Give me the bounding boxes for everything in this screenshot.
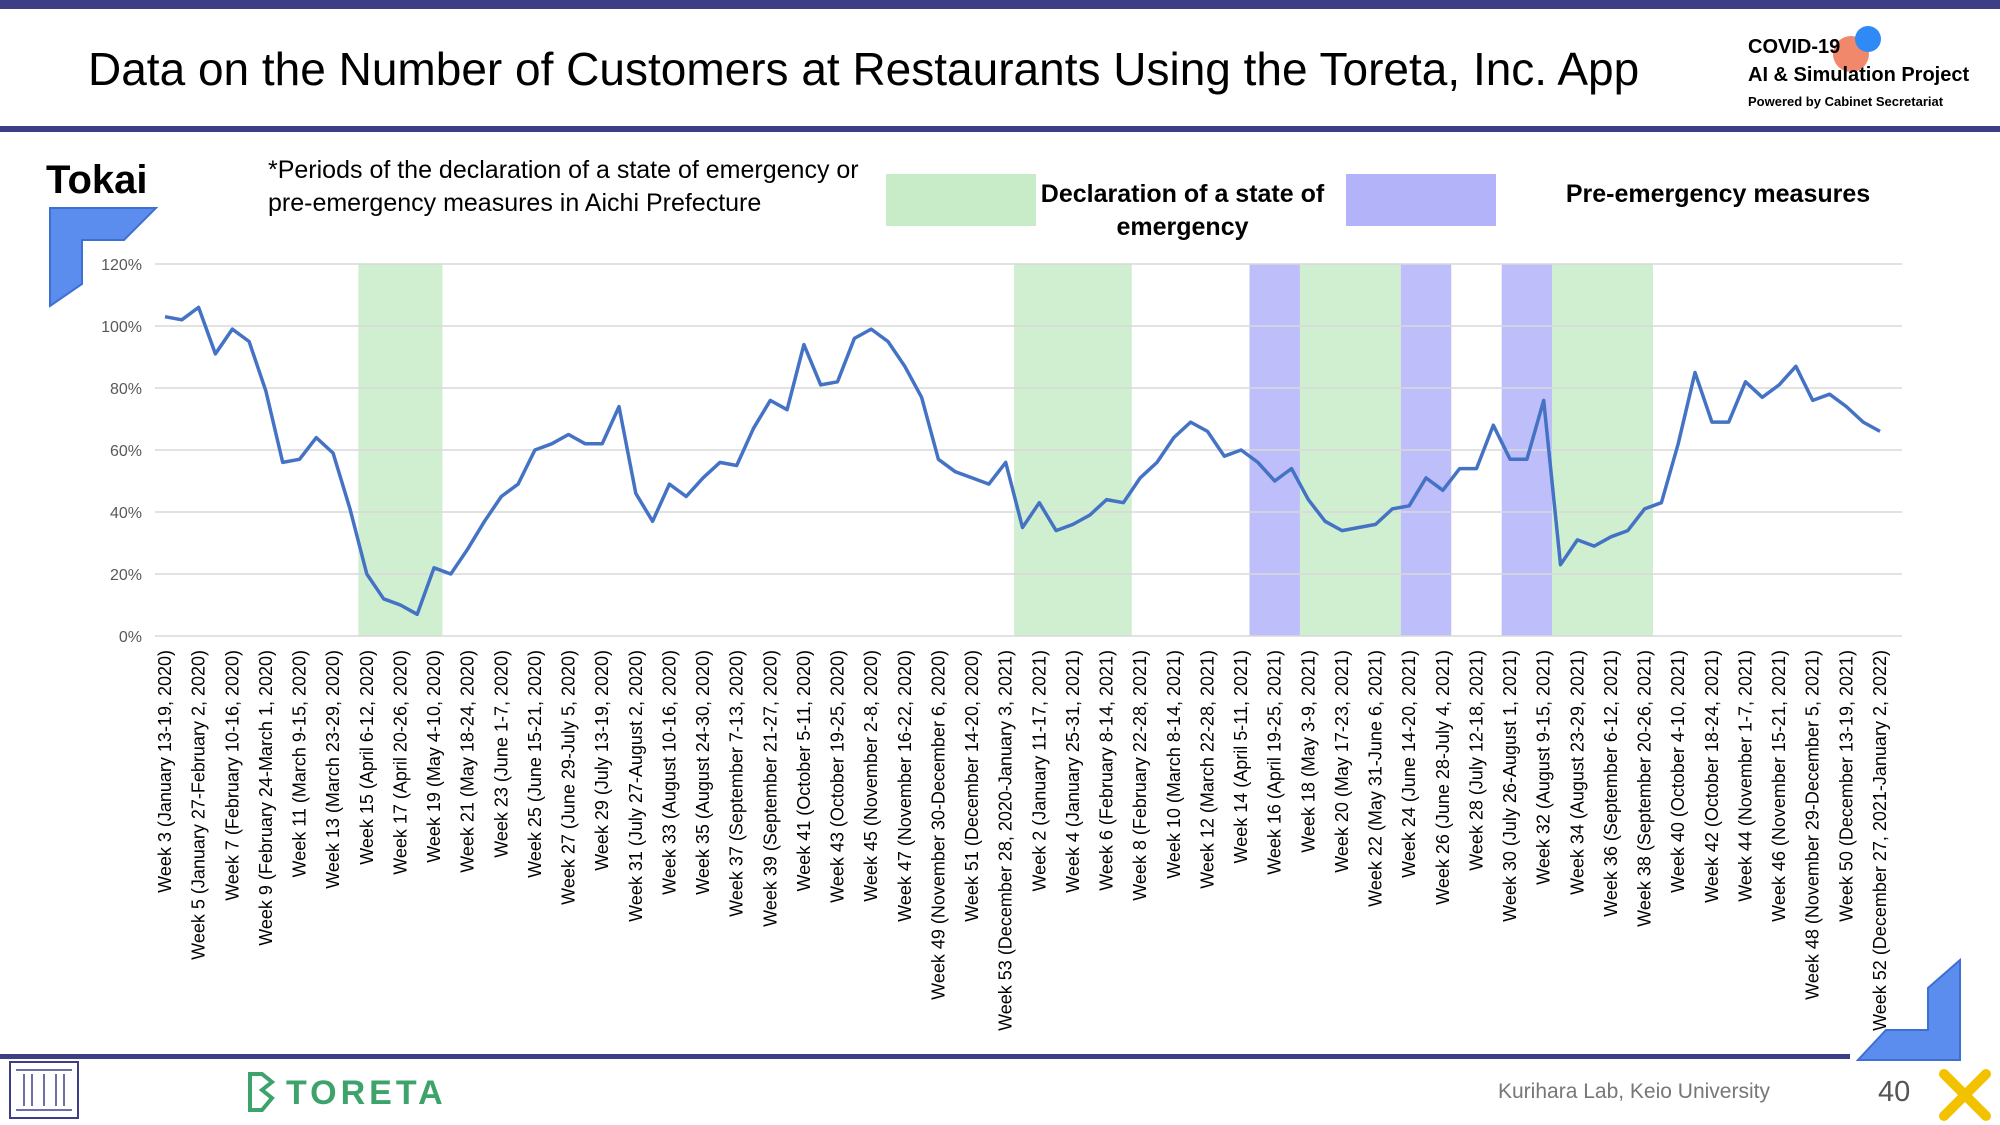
customers-series-line xyxy=(164,305,1881,617)
y-tick-labels: 0% 20% 40% 60% 80% 100% 120% xyxy=(101,257,142,646)
x-tick-label: Week 39 (September 21-27, 2020) xyxy=(760,650,780,927)
x-tick-label: Week 11 (March 9-15, 2020) xyxy=(290,650,310,877)
x-tick-label: Week 33 (August 10-16, 2020) xyxy=(659,650,679,895)
x-tick-label: Week 19 (May 4-10, 2020) xyxy=(424,650,444,863)
y-tick-label: 120% xyxy=(101,257,142,274)
y-tick-label: 80% xyxy=(110,381,142,398)
x-tick-label: Week 26 (June 28-July 4, 2021) xyxy=(1433,650,1453,905)
x-tick-label: Week 13 (March 23-29, 2020) xyxy=(323,650,343,889)
x-tick-label: Week 8 (February 22-28, 2021) xyxy=(1130,650,1150,901)
x-tick-label: Week 46 (November 15-21, 2021) xyxy=(1769,650,1789,922)
x-tick-label: Week 6 (February 8-14, 2021) xyxy=(1097,650,1117,891)
x-tick-label: Week 16 (April 19-25, 2021) xyxy=(1265,650,1285,875)
x-tick-labels: Week 3 (January 13-19, 2020) Week 5 (Janu… xyxy=(155,650,1890,1031)
y-tick-label: 40% xyxy=(110,505,142,522)
y-gridlines xyxy=(155,263,1902,637)
y-tick-label: 100% xyxy=(101,319,142,336)
x-tick-label: Week 2 (January 11-17, 2021) xyxy=(1029,650,1049,891)
top-bar xyxy=(0,0,2000,9)
corner-bracket-bottom-right-icon xyxy=(1856,958,1961,1061)
x-tick-label: Week 53 (December 28, 2020-January 3, 20… xyxy=(996,650,1016,1031)
footer-divider xyxy=(0,1054,1850,1059)
x-tick-label: Week 34 (August 23-29, 2021) xyxy=(1567,650,1587,895)
x-tick-label: Week 40 (October 4-10, 2021) xyxy=(1668,650,1688,893)
x-tick-label: Week 18 (May 3-9, 2021) xyxy=(1298,650,1318,853)
x-tick-label: Week 23 (June 1-7, 2020) xyxy=(491,650,511,858)
y-tick-label: 20% xyxy=(110,567,142,584)
x-tick-label: Week 5 (January 27-February 2, 2020) xyxy=(189,650,209,960)
x-tick-label: Week 25 (June 15-21, 2020) xyxy=(525,650,545,878)
x-tick-label: Week 24 (June 14-20, 2021) xyxy=(1399,650,1419,878)
x-tick-label: Week 17 (April 20-26, 2020) xyxy=(390,650,410,875)
customers-line-chart: 0% 20% 40% 60% 80% 100% 120% Week 3 (January 1… xyxy=(101,257,1902,1031)
legend-emergency-label: Declaration of a state of emergency xyxy=(1040,180,1325,241)
x-tick-label: Week 45 (November 2-8, 2020) xyxy=(861,650,881,902)
x-tick-label: Week 28 (July 12-18, 2021) xyxy=(1466,650,1486,871)
x-tick-label: Week 36 (September 6-12, 2021) xyxy=(1601,650,1621,917)
toreta-brand: TORETA xyxy=(286,1074,447,1112)
period-note: *Periods of the declaration of a state o… xyxy=(268,156,859,217)
x-tick-label: Week 20 (May 17-23, 2021) xyxy=(1332,650,1352,873)
x-tick-label: Week 50 (December 13-19, 2021) xyxy=(1836,650,1856,922)
header-divider xyxy=(0,126,2000,132)
logo-blue-dot-icon xyxy=(1855,26,1881,52)
lab-credit: Kurihara Lab, Keio University xyxy=(1498,1080,1770,1103)
x-tick-label: Week 43 (October 19-25, 2020) xyxy=(828,650,848,903)
covid-project-logo: COVID-19 AI & Simulation Project Powered… xyxy=(1748,26,1988,114)
legend-pre-emergency-swatch xyxy=(1346,174,1496,226)
corner-bracket-top-left-icon xyxy=(49,207,158,308)
x-tick-label: Week 44 (November 1-7, 2021) xyxy=(1735,650,1755,902)
x-tick-label: Week 47 (November 16-22, 2020) xyxy=(895,650,915,922)
region-label: Tokai xyxy=(46,158,148,202)
ai-lab-logo-icon xyxy=(9,1061,79,1119)
legend-pre-emergency-label: Pre-emergency measures xyxy=(1565,180,1871,208)
page-number: 40 xyxy=(1878,1076,1911,1108)
x-tick-label: Week 49 (November 30-December 6, 2020) xyxy=(928,650,948,1000)
x-tick-label: Week 31 (July 27-August 2, 2020) xyxy=(626,650,646,922)
x-tick-label: Week 38 (September 20-26, 2021) xyxy=(1635,650,1655,927)
x-tick-label: Week 32 (August 9-15, 2021) xyxy=(1534,650,1554,885)
x-tick-label: Week 29 (July 13-19, 2020) xyxy=(592,650,612,871)
x-tick-label: Week 35 (August 24-30, 2020) xyxy=(693,650,713,895)
x-tick-label: Week 41 (October 5-11, 2020) xyxy=(794,650,814,891)
logo-line3: Powered by Cabinet Secretariat xyxy=(1748,94,1944,109)
x-tick-label: Week 3 (January 13-19, 2020) xyxy=(155,650,175,893)
x-tick-label: Week 14 (April 5-11, 2021) xyxy=(1231,650,1251,863)
x-tick-label: Week 12 (March 22-28, 2021) xyxy=(1197,650,1217,889)
x-tick-label: Week 21 (May 18-24, 2020) xyxy=(458,650,478,873)
x-tick-label: Week 30 (July 26-August 1, 2021) xyxy=(1500,650,1520,922)
x-project-logo-icon xyxy=(1939,1069,1991,1121)
x-tick-label: Week 48 (November 29-December 5, 2021) xyxy=(1803,650,1823,1000)
logo-line2: AI & Simulation Project xyxy=(1748,64,1970,86)
y-tick-label: 0% xyxy=(119,629,142,646)
x-tick-label: Week 51 (December 14-20, 2020) xyxy=(962,650,982,922)
x-tick-label: Week 27 (June 29-July 5, 2020) xyxy=(559,650,579,905)
y-tick-label: 60% xyxy=(110,443,142,460)
legend-emergency-swatch xyxy=(886,174,1036,226)
x-tick-label: Week 9 (February 24-March 1, 2020) xyxy=(256,650,276,946)
toreta-logo-icon xyxy=(248,1072,276,1112)
x-tick-label: Week 15 (April 6-12, 2020) xyxy=(357,650,377,865)
x-tick-label: Week 37 (September 7-13, 2020) xyxy=(727,650,747,917)
x-tick-label: Week 4 (January 25-31, 2021) xyxy=(1063,650,1083,893)
x-tick-label: Week 52 (December 27, 2021-January 2, 20… xyxy=(1870,650,1890,1031)
x-tick-label: Week 7 (February 10-16, 2020) xyxy=(222,650,242,901)
x-tick-label: Week 42 (October 18-24, 2021) xyxy=(1702,650,1722,903)
logo-line1: COVID-19 xyxy=(1748,36,1841,58)
page-title: Data on the Number of Customers at Resta… xyxy=(88,43,1640,95)
x-tick-label: Week 22 (May 31-June 6, 2021) xyxy=(1366,650,1386,907)
x-tick-label: Week 10 (March 8-14, 2021) xyxy=(1164,650,1184,879)
